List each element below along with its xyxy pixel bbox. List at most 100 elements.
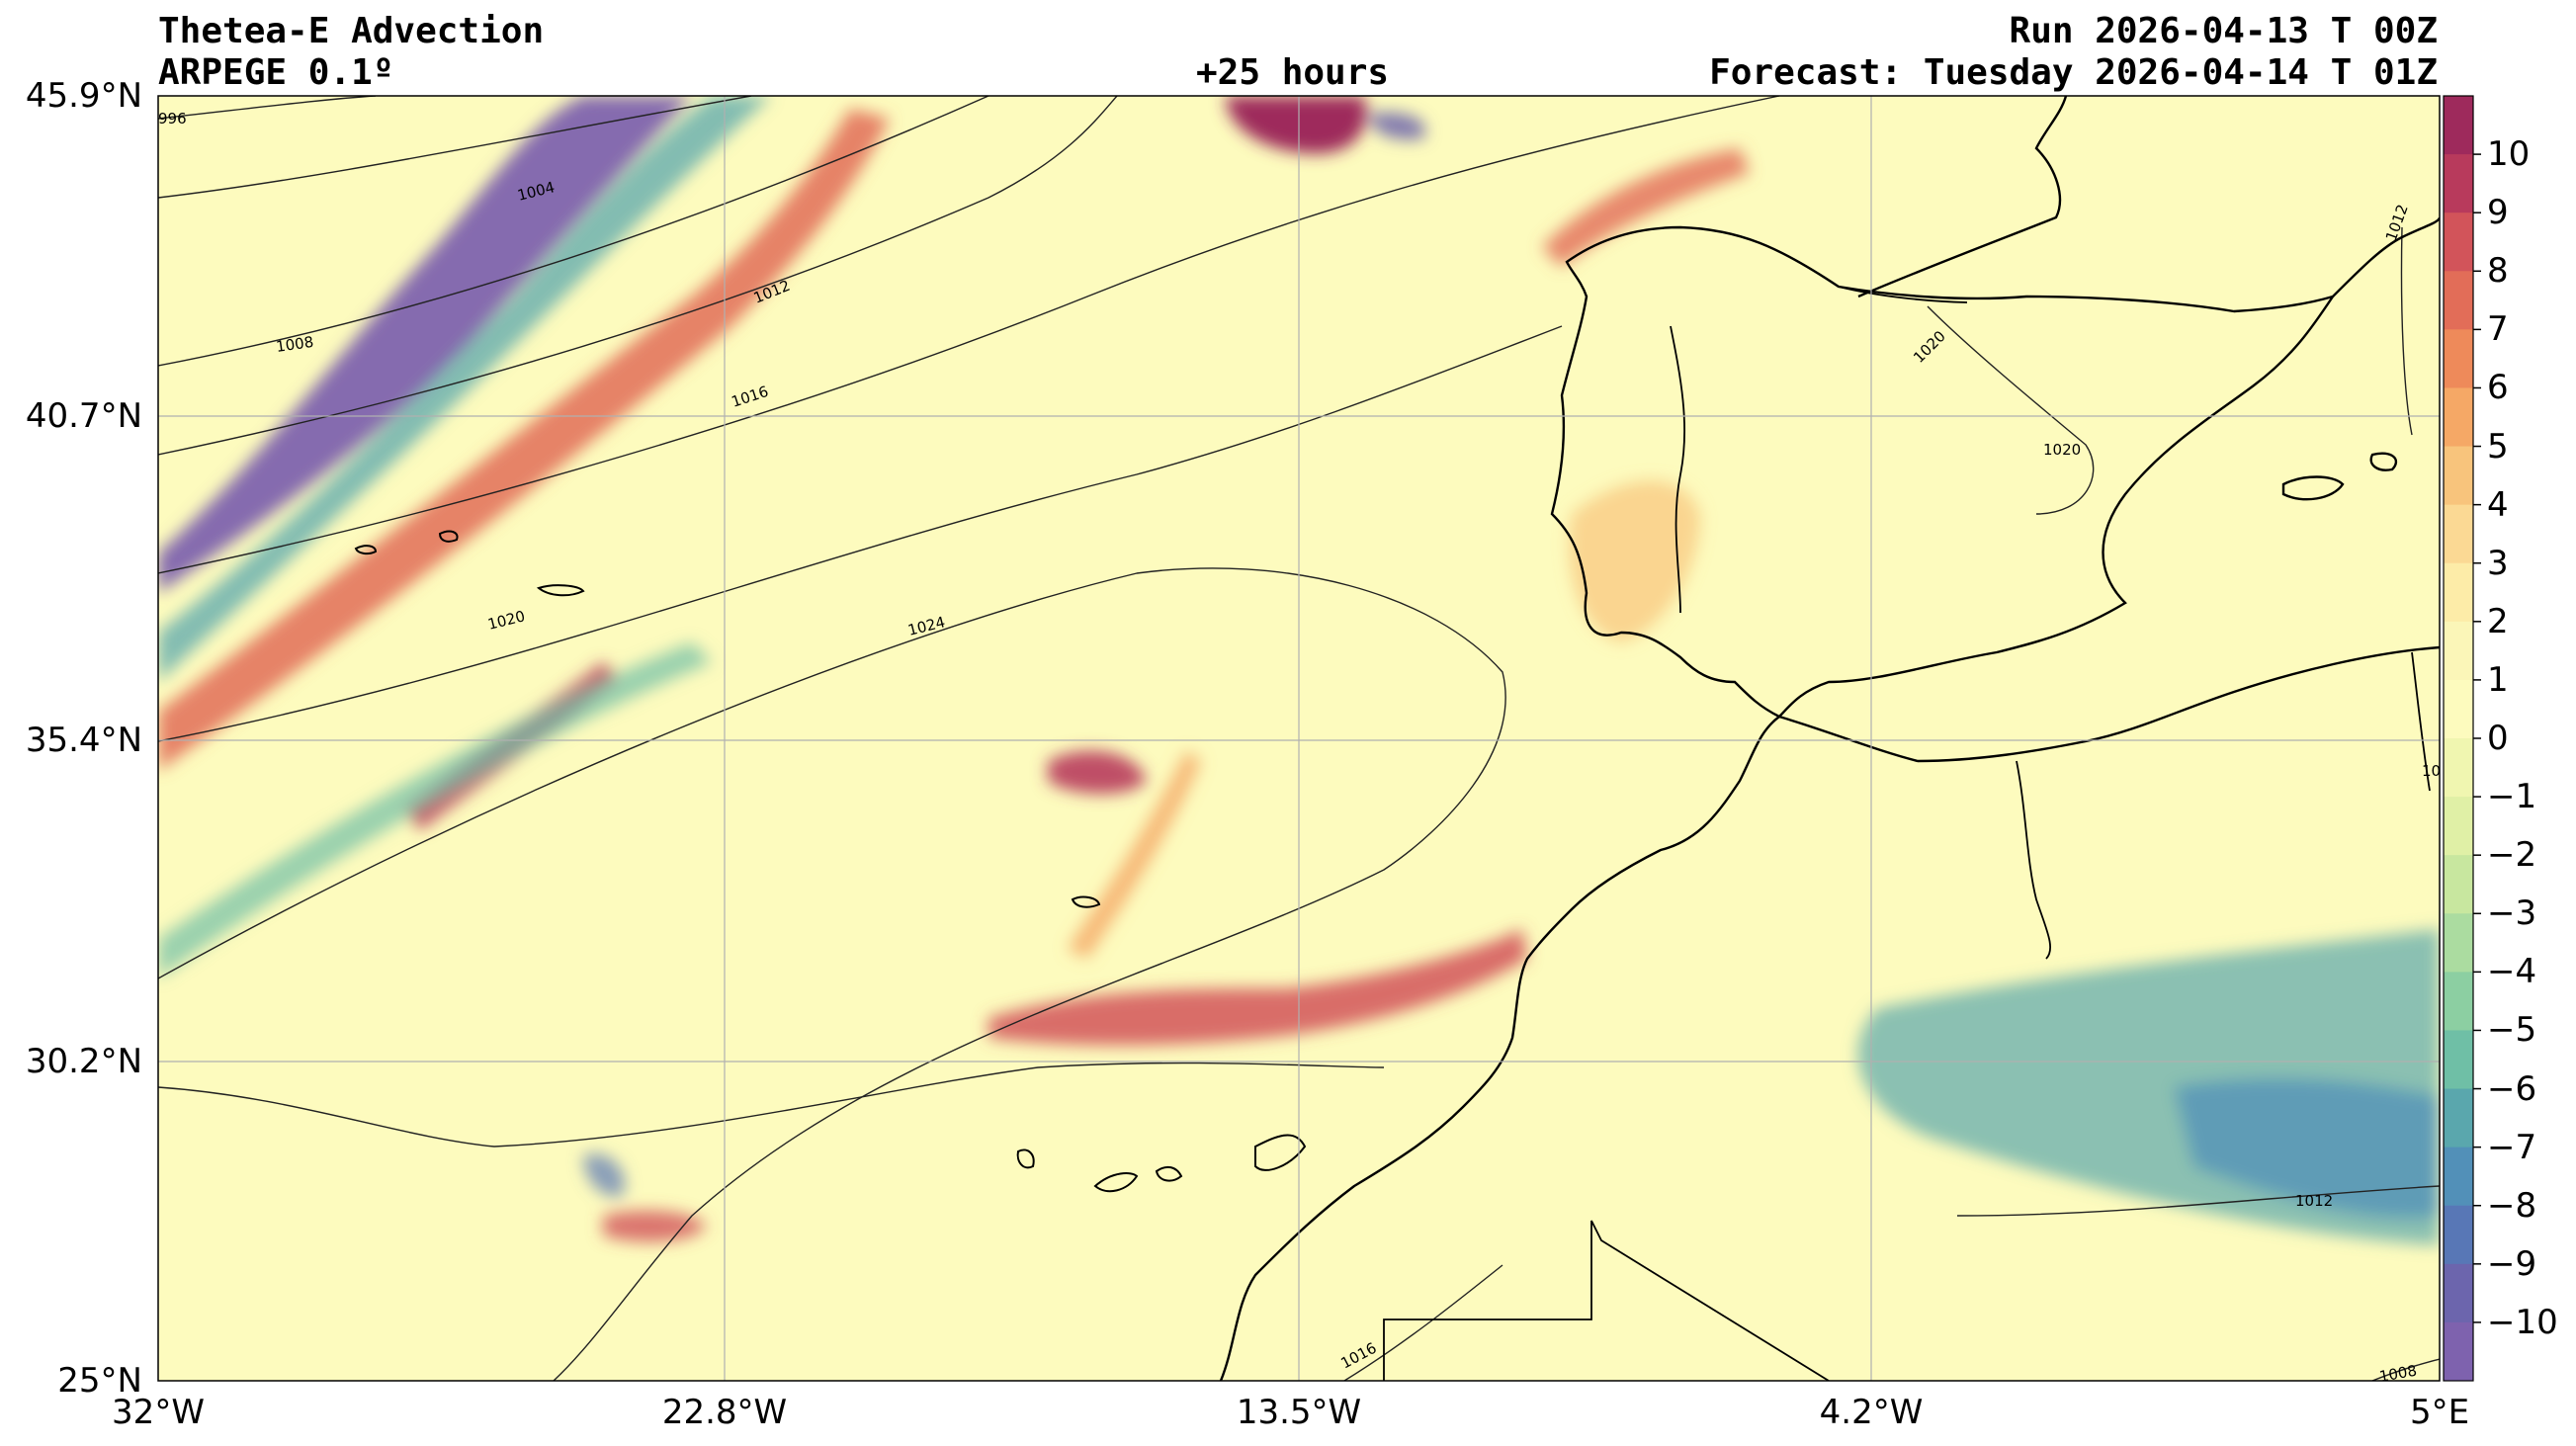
colorbar-swatch bbox=[2444, 96, 2473, 155]
colorbar-tick-label: −2 bbox=[2487, 835, 2537, 876]
colorbar-tick-label: −5 bbox=[2487, 1010, 2537, 1051]
map-title: Thetea-E Advection bbox=[158, 11, 545, 51]
isobar-label: 1012 bbox=[2295, 1192, 2333, 1210]
colorbar-swatch bbox=[2444, 1205, 2473, 1265]
spain-portugal-border bbox=[1670, 325, 1686, 614]
colorbar-swatch bbox=[2444, 972, 2473, 1031]
algeria-tunisia-border bbox=[2411, 651, 2431, 792]
isobar-996 bbox=[158, 96, 377, 120]
colorbar-swatch bbox=[2444, 329, 2473, 388]
colorbar-tick-label: 7 bbox=[2487, 309, 2509, 350]
isobar-1016 bbox=[158, 96, 1780, 574]
canary-island bbox=[1016, 1148, 1035, 1169]
isobar-label: 1020 bbox=[2043, 441, 2081, 459]
italy-coastline bbox=[2332, 216, 2440, 298]
colorbar-tick-label: 6 bbox=[2487, 368, 2509, 408]
colorbar-tick-label: −9 bbox=[2487, 1243, 2537, 1284]
map-frame bbox=[157, 95, 2441, 1382]
colorbar-tick-label: 5 bbox=[2487, 426, 2509, 467]
isobars bbox=[158, 96, 2440, 1381]
positive-advection-north-east bbox=[1542, 148, 1750, 267]
positive-advection-max-north bbox=[1226, 96, 1367, 154]
isobar-1020-iberia bbox=[1927, 305, 2095, 515]
colorbar-tick-label: 8 bbox=[2487, 251, 2509, 292]
colorbar-swatch bbox=[2444, 1088, 2473, 1148]
negative-advection-band-northwest bbox=[158, 96, 692, 593]
isobar-label: 1008 bbox=[275, 333, 314, 356]
lon-label: 22.8°W bbox=[661, 1393, 788, 1432]
colorbar-tick-label: 10 bbox=[2487, 134, 2531, 175]
colorbar-swatch bbox=[2444, 1147, 2473, 1207]
colorbar-swatch bbox=[2444, 855, 2473, 914]
azores-island bbox=[438, 530, 459, 543]
sardinia-coastline bbox=[2369, 452, 2398, 471]
run-label: Run 2026-04-13 T 00Z bbox=[2009, 11, 2438, 51]
colorbar-swatch bbox=[2444, 913, 2473, 973]
islands bbox=[354, 530, 1307, 1193]
lon-label: 5°E bbox=[2409, 1393, 2470, 1432]
isobar-label: 1008 bbox=[2378, 1362, 2419, 1386]
spain-france-border bbox=[1838, 286, 1968, 303]
colorbar-tick-label: −8 bbox=[2487, 1185, 2537, 1226]
lon-label: 4.2°W bbox=[1819, 1393, 1924, 1432]
positive-advection-southwest bbox=[603, 1210, 707, 1242]
isobar-1012-east bbox=[2400, 226, 2413, 436]
canary-island bbox=[1155, 1165, 1183, 1182]
lead-time-label: +25 hours bbox=[1196, 52, 1390, 93]
france-coastline bbox=[1857, 96, 2068, 298]
colorbar-swatch bbox=[2444, 154, 2473, 213]
positive-advection-filament bbox=[1068, 751, 1201, 959]
colorbar-swatch bbox=[2444, 562, 2473, 623]
colorbar-swatch bbox=[2444, 271, 2473, 330]
negative-advection-southwest bbox=[583, 1153, 625, 1197]
isobar-1012-north bbox=[158, 96, 1118, 456]
coastlines bbox=[1219, 96, 2440, 1381]
map-plot-area: 996 1004 1008 1012 1016 1020 1024 1020 1… bbox=[158, 96, 2441, 1386]
colorbar-swatch bbox=[2444, 797, 2473, 856]
azores-island bbox=[536, 584, 585, 597]
isobar-1024 bbox=[158, 567, 1506, 1381]
borders bbox=[1383, 286, 2431, 1381]
colorbar-tick-label: −6 bbox=[2487, 1068, 2537, 1109]
colorbar-tick-label: 1 bbox=[2487, 659, 2509, 700]
colorbar-swatch bbox=[2444, 738, 2473, 798]
isobar-1008-south bbox=[2371, 1358, 2440, 1381]
positive-advection-portugal bbox=[1569, 480, 1700, 642]
colorbar-swatch bbox=[2444, 1321, 2473, 1382]
isobar-1016-south bbox=[1343, 1264, 1503, 1381]
colorbar-tick-label: −1 bbox=[2487, 777, 2537, 817]
morocco-algeria-border bbox=[2016, 760, 2051, 960]
colorbar-tick-label: −7 bbox=[2487, 1127, 2537, 1167]
lon-label: 32°W bbox=[112, 1393, 205, 1432]
isobar-1020-south bbox=[158, 1062, 1385, 1148]
colorbar-swatch bbox=[2444, 504, 2473, 564]
colorbar-tick-label: 4 bbox=[2487, 484, 2509, 525]
colorbar-tick-label: −3 bbox=[2487, 893, 2537, 934]
lon-label: 13.5°W bbox=[1236, 1393, 1362, 1432]
colorbar-tick-label: −10 bbox=[2487, 1302, 2558, 1342]
mallorca-coastline bbox=[2281, 475, 2345, 501]
colorbar-swatch bbox=[2444, 446, 2473, 506]
isobar-1012-south bbox=[1956, 1185, 2440, 1217]
colorbar bbox=[2444, 96, 2481, 1382]
isobar-1020-west bbox=[158, 325, 1563, 742]
canary-island bbox=[1254, 1134, 1307, 1171]
positive-advection-center bbox=[1048, 750, 1147, 795]
isobar-1008 bbox=[158, 96, 989, 367]
africa-coastline bbox=[1219, 645, 2440, 1381]
colorbar-tick-label: 0 bbox=[2487, 719, 2509, 758]
isobar-1004 bbox=[158, 96, 752, 199]
positive-advection-arc-south bbox=[988, 929, 1527, 1046]
madeira-island bbox=[1071, 895, 1101, 908]
lat-label: 35.4°N bbox=[25, 721, 142, 760]
forecast-label: Forecast: Tuesday 2026-04-14 T 01Z bbox=[1709, 52, 2438, 93]
azores-island bbox=[354, 545, 378, 555]
colorbar-swatch bbox=[2444, 621, 2473, 681]
lat-label: 40.7°N bbox=[25, 396, 142, 436]
colorbar-tick-label: 3 bbox=[2487, 543, 2509, 583]
colorbar-tick-label: 9 bbox=[2487, 193, 2509, 233]
negative-advection-streak-west bbox=[158, 642, 712, 978]
isobar-label: 10 bbox=[2422, 762, 2441, 780]
isobar-label: 996 bbox=[158, 110, 187, 128]
